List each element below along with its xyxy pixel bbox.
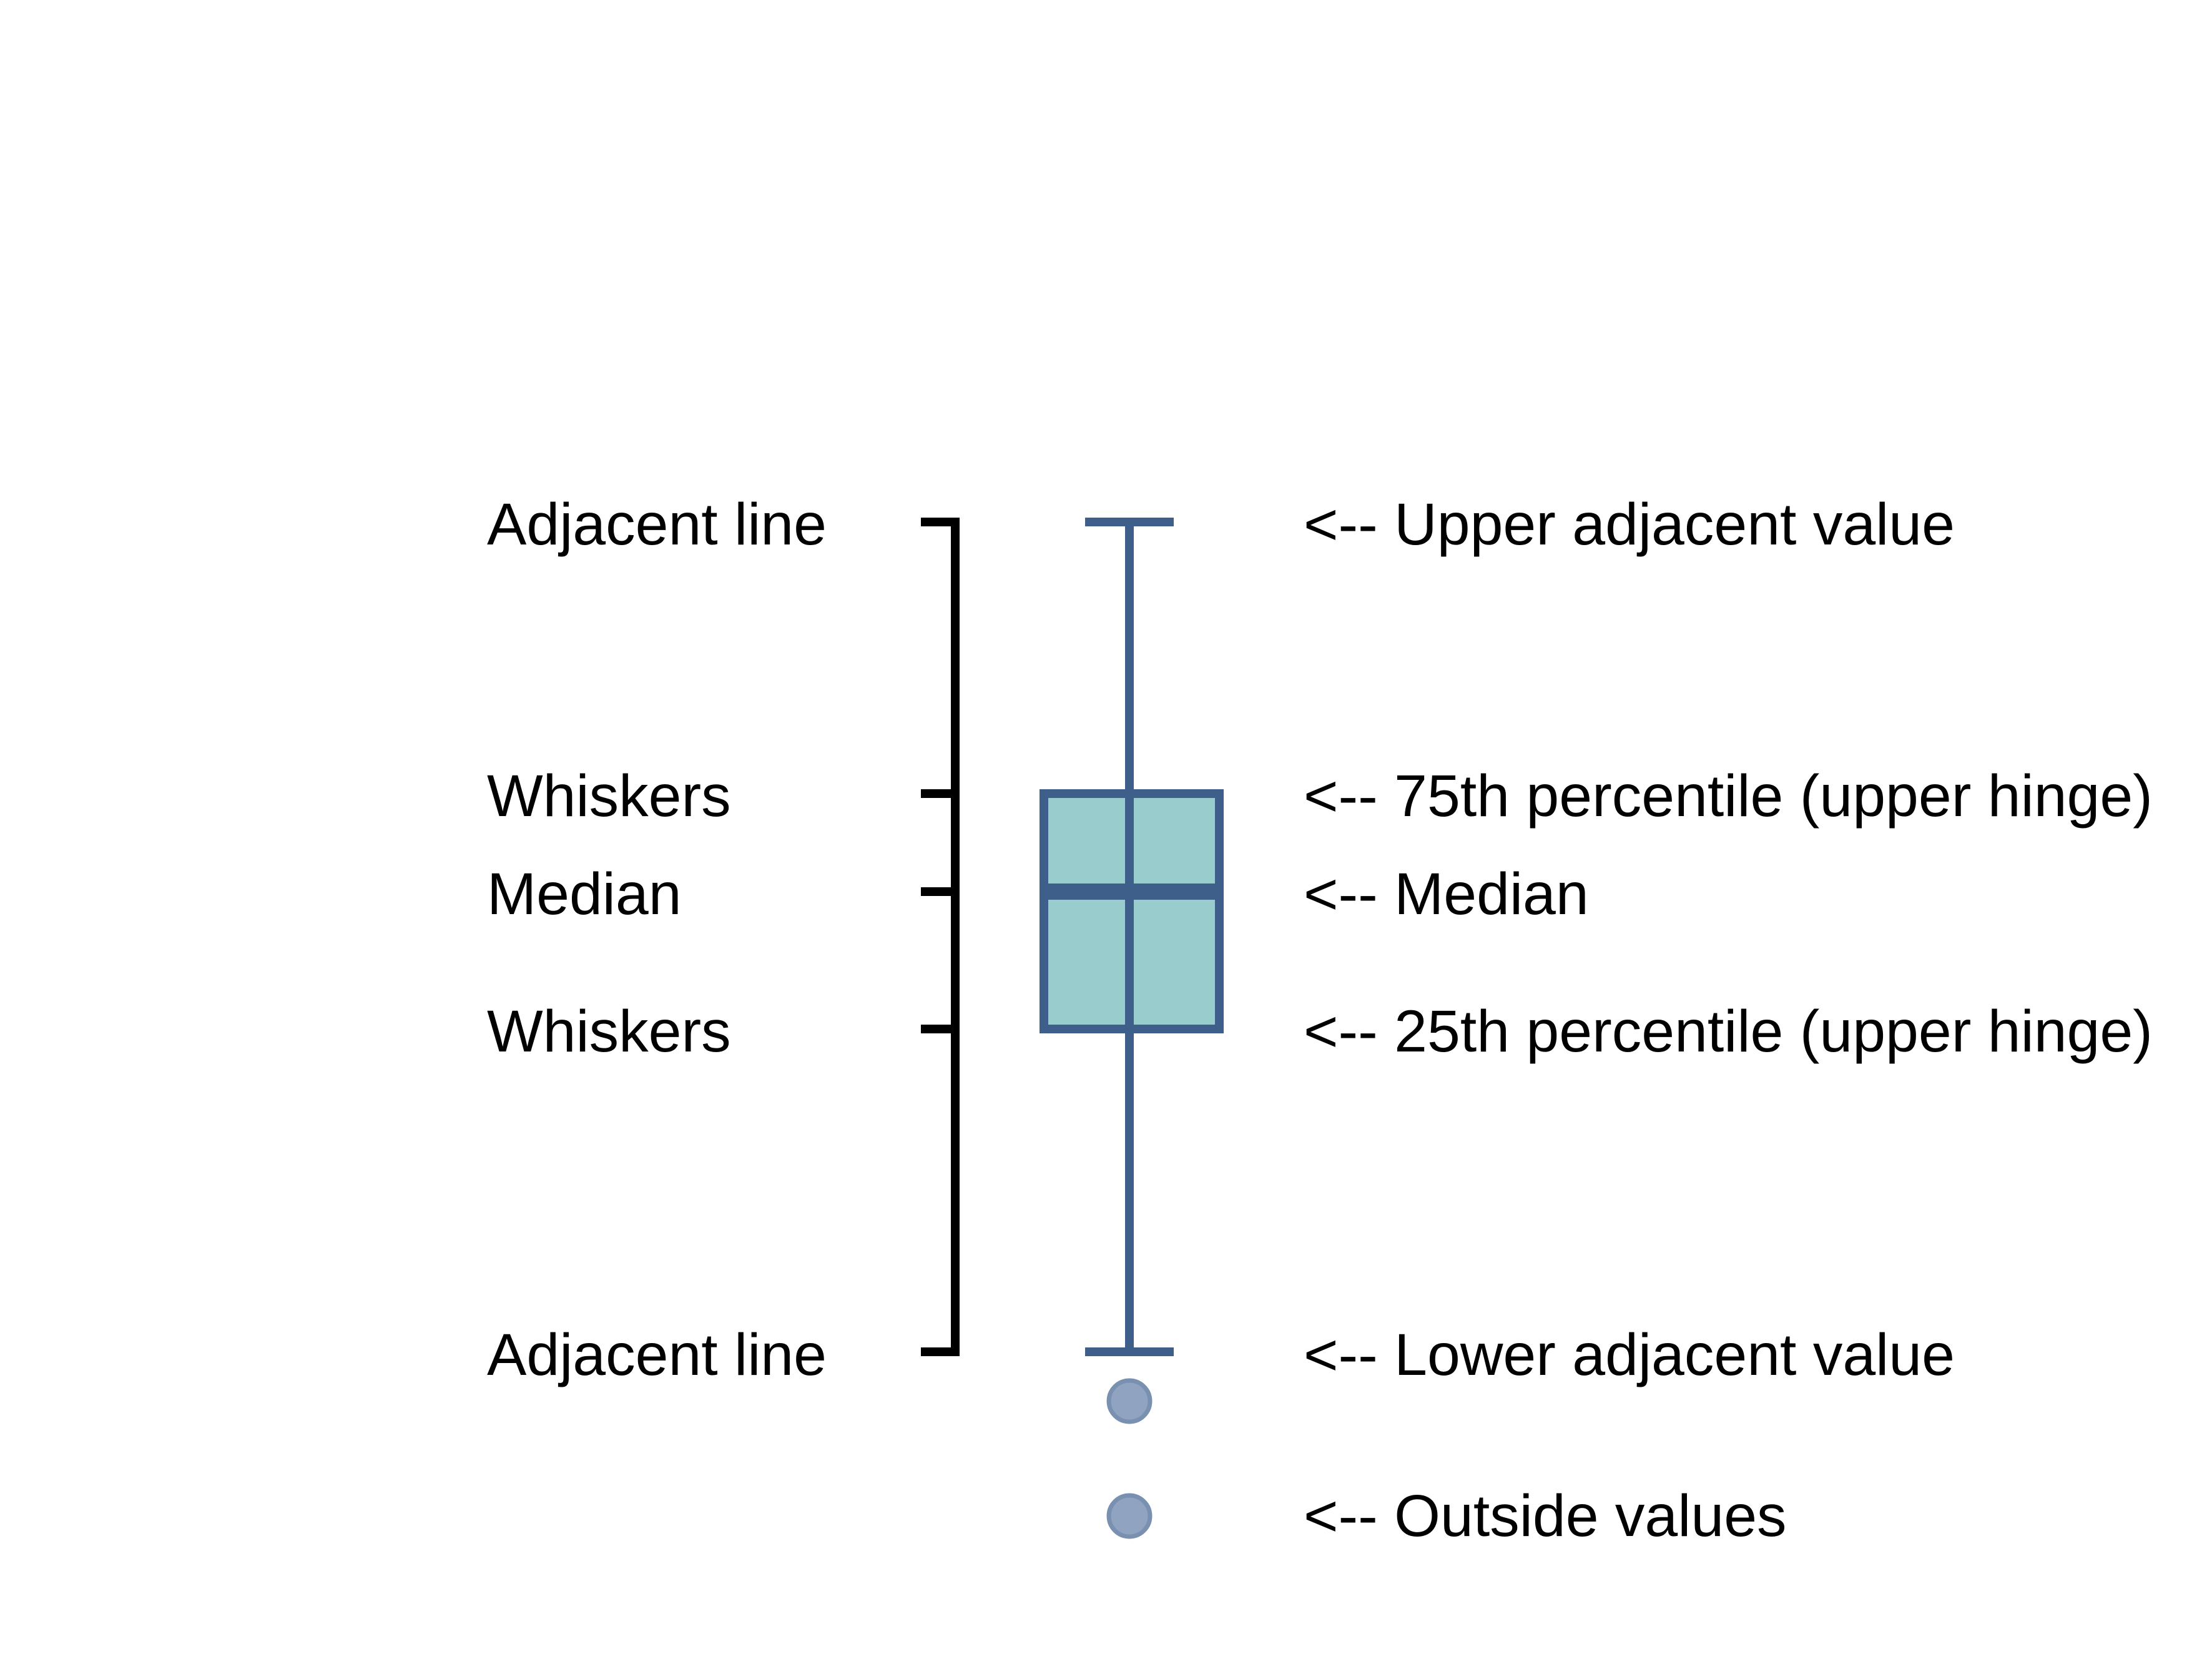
label-whiskers-bottom: Whiskers [487, 998, 731, 1065]
label-upper-hinge: <-- 75th percentile (upper hinge) [1304, 763, 2153, 829]
label-outside-values: <-- Outside values [1304, 1483, 1787, 1549]
outlier-point [1106, 1493, 1153, 1539]
label-lower-hinge: <-- 25th percentile (upper hinge) [1304, 998, 2153, 1065]
label-whiskers-top: Whiskers [487, 763, 731, 829]
label-adjacent-line-bottom: Adjacent line [487, 1322, 827, 1388]
label-lower-adjacent-value: <-- Lower adjacent value [1304, 1322, 1955, 1388]
label-adjacent-line-top: Adjacent line [487, 491, 827, 558]
outlier-point [1106, 1378, 1153, 1424]
label-median-right: <-- Median [1304, 861, 1589, 927]
boxplot [1040, 518, 1224, 1356]
bracket [921, 518, 960, 1356]
label-upper-adjacent-value: <-- Upper adjacent value [1304, 491, 1955, 558]
label-median-left: Median [487, 861, 682, 927]
